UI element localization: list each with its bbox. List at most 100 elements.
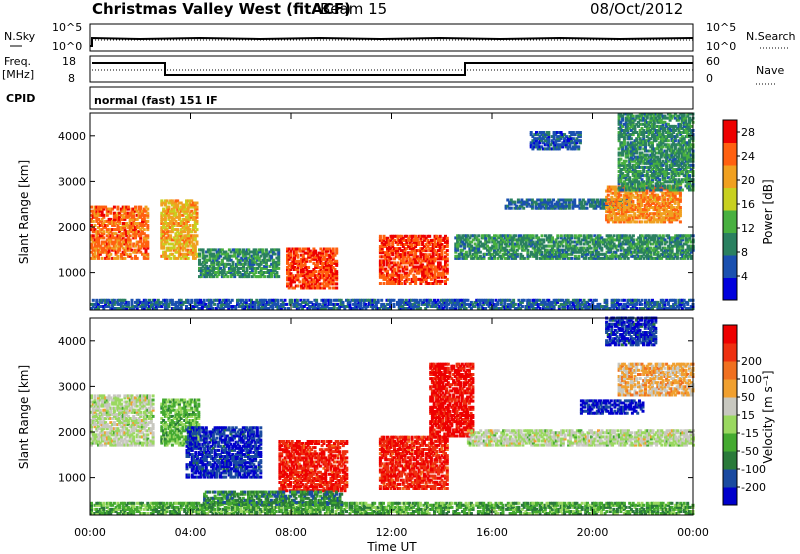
echo-cell <box>198 258 201 262</box>
echo-cell <box>90 234 93 238</box>
echo-cell <box>616 248 620 252</box>
echo-cell <box>405 277 409 281</box>
echo-cell <box>160 217 164 221</box>
echo-cell <box>307 270 311 274</box>
echo-cell <box>212 258 216 262</box>
echo-cell <box>91 215 95 219</box>
echo-cell <box>335 272 339 276</box>
echo-cell <box>277 260 281 264</box>
echo-cell <box>213 271 217 274</box>
echo-cell <box>268 271 272 274</box>
echo-cell <box>201 269 205 272</box>
echo-cell <box>240 256 244 260</box>
echo-cell <box>389 261 393 265</box>
echo-cell <box>105 230 109 234</box>
echo-cell <box>163 199 167 203</box>
echo-cell <box>112 219 116 223</box>
echo-cell <box>118 248 122 252</box>
echo-cell <box>162 213 166 217</box>
echo-cell <box>236 260 240 264</box>
echo-cell <box>266 258 270 262</box>
echo-cell <box>105 242 109 246</box>
echo-cell <box>386 271 389 275</box>
echo-cell <box>192 217 195 221</box>
echo-cell <box>206 271 210 274</box>
echo-cell <box>393 261 396 265</box>
plot-title: Christmas Valley West (fitACF) <box>92 0 351 18</box>
echo-cell <box>98 244 102 248</box>
echo-cell <box>111 242 115 246</box>
echo-cell <box>181 248 185 252</box>
echo-cell <box>192 246 195 250</box>
echo-cell <box>384 257 388 261</box>
echo-cell <box>408 247 412 251</box>
echo-cell <box>287 268 291 271</box>
echo-cell <box>91 209 95 213</box>
echo-cell <box>179 222 183 225</box>
echo-cell <box>414 275 418 279</box>
echo-cell <box>303 284 307 288</box>
echo-cell <box>315 280 319 284</box>
echo-cell <box>273 266 277 270</box>
echo-cell <box>250 256 254 260</box>
echo-cell <box>227 262 231 266</box>
echo-cell <box>134 217 137 221</box>
echo-cell <box>231 266 235 270</box>
echo-cell <box>205 254 209 258</box>
echo-cell <box>268 254 272 258</box>
echo-cell <box>250 260 254 264</box>
echo-cell <box>389 257 393 261</box>
echo-cell <box>296 274 300 278</box>
echo-cell <box>293 268 296 271</box>
echo-cell <box>382 251 386 255</box>
echo-cell <box>203 258 207 262</box>
echo-cell <box>91 248 95 252</box>
echo-cell <box>321 274 325 278</box>
echo-cell <box>319 282 323 286</box>
echo-cell <box>141 252 144 256</box>
echo-cell <box>312 257 316 261</box>
echo-cell <box>296 255 300 259</box>
echo-region-4 <box>378 234 449 285</box>
echo-cell <box>186 215 190 219</box>
echo-cell <box>410 277 414 281</box>
echo-cell <box>305 284 309 288</box>
echo-cell <box>212 264 216 268</box>
echo-cell <box>163 209 167 213</box>
echo-cell <box>190 209 194 213</box>
echo-cell <box>174 250 178 254</box>
echo-cell <box>233 273 237 277</box>
echo-cell <box>300 274 303 278</box>
echo-cell <box>384 243 388 246</box>
echo-cell <box>114 250 118 254</box>
echo-cell <box>257 256 261 260</box>
echo-cell <box>102 215 106 219</box>
echo-cell <box>229 258 233 262</box>
echo-cell <box>333 270 337 274</box>
echo-cell <box>229 264 233 268</box>
echo-cell <box>141 242 144 246</box>
echo-cell <box>396 275 400 279</box>
echo-cell <box>394 255 398 259</box>
echo-cell <box>387 282 391 285</box>
echo-cell <box>661 234 665 238</box>
echo-cell <box>142 219 146 223</box>
echo-cell <box>261 248 265 252</box>
echo-cell <box>126 248 130 252</box>
echo-cell <box>378 251 382 255</box>
echo-cell <box>300 253 303 257</box>
echo-cell <box>212 271 216 274</box>
echo-cell <box>170 252 174 256</box>
echo-cell <box>400 282 403 285</box>
echo-cell <box>90 217 93 221</box>
echo-cell <box>119 254 123 258</box>
echo-cell <box>414 282 418 285</box>
echo-cell <box>308 272 312 276</box>
echo-cell <box>126 230 130 234</box>
echo-cell <box>252 260 256 264</box>
echo-cell <box>121 213 125 217</box>
echo-cell <box>95 254 99 258</box>
echo-cell <box>393 273 396 277</box>
echo-cell <box>387 249 391 253</box>
echo-cell <box>130 226 134 230</box>
